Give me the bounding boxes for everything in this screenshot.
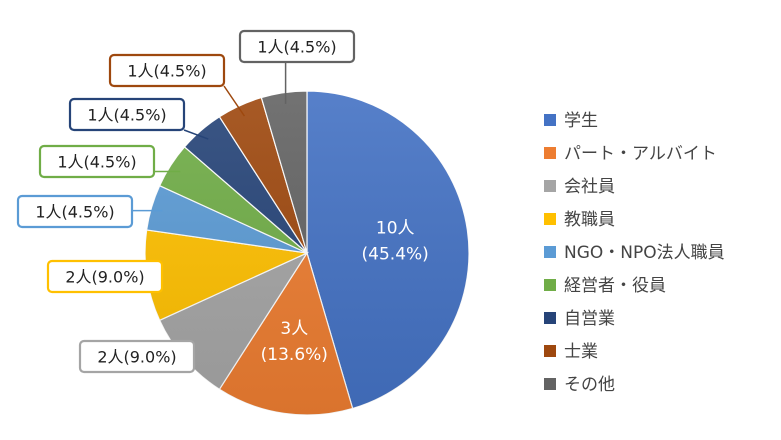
callout-label-8: 1人(4.5%) (108, 53, 246, 117)
callout-text: 1人(4.5%) (35, 203, 114, 222)
callout-box (108, 53, 226, 88)
callout-leader-line (183, 129, 209, 140)
legend-swatch (544, 279, 556, 291)
callout-text: 2人(9.0%) (97, 348, 176, 367)
legend-swatch (544, 246, 556, 258)
legend-label: 経営者・役員 (564, 276, 666, 296)
pie-shading (145, 91, 469, 415)
callout-text: 1人(4.5%) (57, 153, 136, 172)
callout-label-5: 1人(4.5%) (16, 194, 163, 229)
legend-swatch (544, 345, 556, 357)
legend-item-1: 学生 (544, 111, 598, 131)
legend-label: パート・アルバイト (564, 144, 717, 164)
callout-box (46, 259, 164, 294)
callout-label-7: 1人(4.5%) (68, 97, 209, 140)
callout-leader-line (223, 85, 246, 117)
legend-label: 会社員 (564, 177, 615, 197)
legend-label: 教職員 (564, 210, 615, 230)
legend-item-4: 教職員 (544, 210, 615, 230)
callout-box (38, 144, 156, 179)
legend-swatch (544, 213, 556, 225)
callout-text: 2人(9.0%) (65, 268, 144, 287)
legend-label: 自営業 (564, 309, 615, 329)
pie-callout-labels: 2人(9.0%) 2人(9.0%) 1人(4.5%) 1人(4.5%) 1人(4.5%)… (16, 29, 356, 374)
legend-label: 士業 (564, 342, 598, 362)
callout-label-9: 1人(4.5%) (238, 29, 356, 104)
legend-item-7: 自営業 (544, 309, 615, 329)
legend-swatch (544, 180, 556, 192)
legend-label: その他 (564, 375, 615, 395)
legend-item-9: その他 (544, 375, 615, 395)
callout-label-3: 2人(9.0%) (78, 339, 196, 374)
legend-item-6: 経営者・役員 (544, 276, 666, 296)
legend-item-8: 士業 (544, 342, 598, 362)
legend-item-5: NGO・NPO法人職員 (544, 243, 725, 263)
legend-item-2: パート・アルバイト (544, 144, 717, 164)
slice-data-label-1: 10人(45.4%) (362, 218, 429, 264)
callout-box (78, 339, 196, 374)
legend-swatch (544, 114, 556, 126)
callout-text: 1人(4.5%) (257, 38, 336, 57)
slice-data-label-2: 3人(13.6%) (261, 319, 328, 365)
legend-swatch (544, 378, 556, 390)
callout-label-6: 1人(4.5%) (38, 144, 181, 179)
callout-label-4: 2人(9.0%) (46, 259, 164, 294)
pie-slices (144, 90, 470, 416)
legend-label: NGO・NPO法人職員 (564, 243, 725, 263)
legend-item-3: 会社員 (544, 177, 615, 197)
pie-inner-labels: 10人(45.4%) 3人(13.6%) (261, 218, 429, 365)
callout-box (68, 97, 186, 132)
legend-swatch (544, 312, 556, 324)
legend-swatch (544, 147, 556, 159)
callout-text: 1人(4.5%) (127, 62, 206, 81)
callout-text: 1人(4.5%) (87, 106, 166, 125)
legend-label: 学生 (564, 111, 598, 131)
callout-box (238, 29, 356, 64)
callout-box (16, 194, 134, 229)
